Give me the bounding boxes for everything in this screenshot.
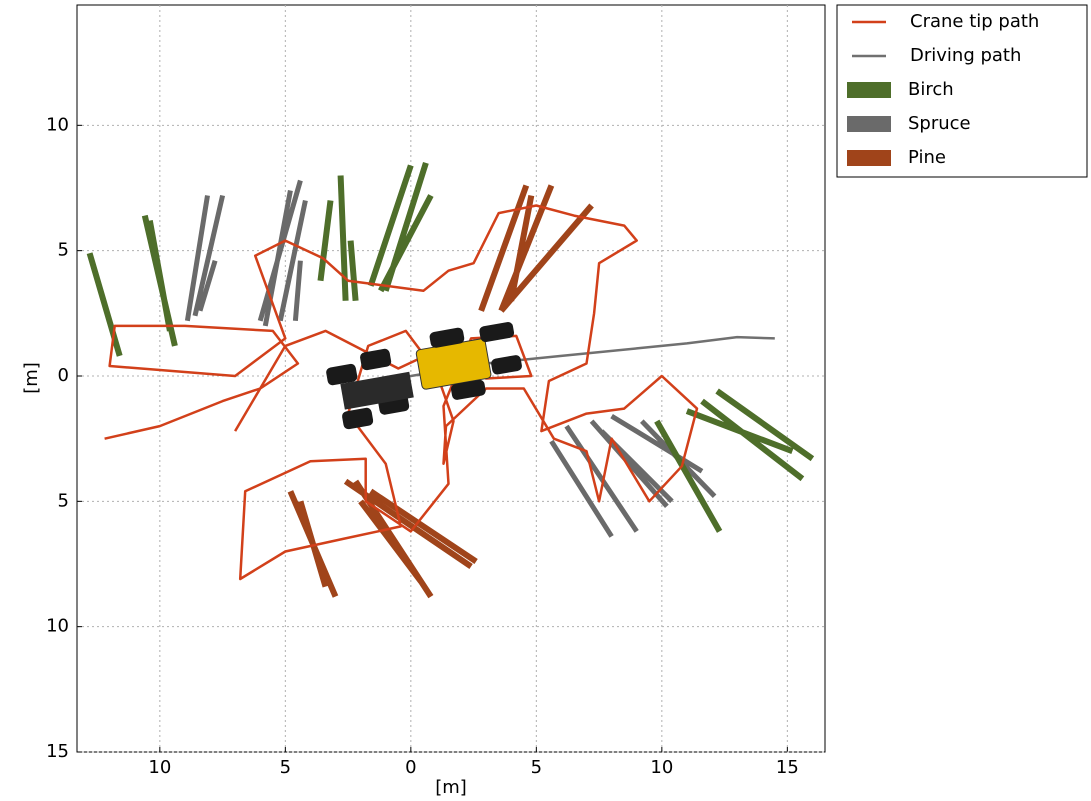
marks [86, 162, 815, 599]
x-tick-label: 0 [405, 757, 416, 778]
wheel [491, 355, 522, 375]
y-axis-label: [m] [21, 362, 42, 394]
legend-label: Birch [908, 79, 954, 100]
grid: 10 5 0 5 10 15 15 10 5 0 5 10 [46, 5, 825, 778]
legend-swatch [847, 150, 891, 166]
x-tick-label: 10 [148, 757, 171, 778]
wheel [342, 407, 374, 430]
plot-frame [76, 4, 826, 753]
wheel [479, 321, 515, 343]
y-tick-label: 5 [58, 240, 69, 261]
legend-swatch [847, 82, 891, 98]
wheel [429, 327, 465, 348]
legend-swatch [847, 116, 891, 132]
x-tick-label: 5 [531, 757, 542, 778]
y-tick-label: 5 [58, 490, 69, 511]
x-tick-label: 15 [776, 757, 799, 778]
frame [340, 371, 414, 410]
x-tick-label: 10 [650, 757, 673, 778]
legend-label: Crane tip path [910, 11, 1039, 32]
legend-label: Pine [908, 147, 946, 168]
x-axis-label: [m] [435, 777, 467, 798]
legend-label: Driving path [910, 45, 1021, 66]
x-tick-label: 5 [280, 757, 291, 778]
y-tick-label: 15 [46, 741, 69, 762]
wheel [360, 348, 392, 371]
series-line [347, 335, 775, 385]
series-line [287, 184, 594, 599]
series-line [184, 179, 717, 538]
y-tick-label: 10 [46, 114, 69, 135]
legend-label: Spruce [908, 113, 971, 134]
series-line [86, 162, 815, 533]
wheel [450, 379, 486, 400]
series-line [104, 204, 699, 581]
harvester [326, 321, 522, 430]
y-tick-label: 0 [58, 365, 69, 386]
y-tick-label: 10 [46, 616, 69, 637]
wheel [326, 363, 358, 386]
legend: Crane tip path Driving path Birch Spruce Pin… [847, 11, 1039, 168]
